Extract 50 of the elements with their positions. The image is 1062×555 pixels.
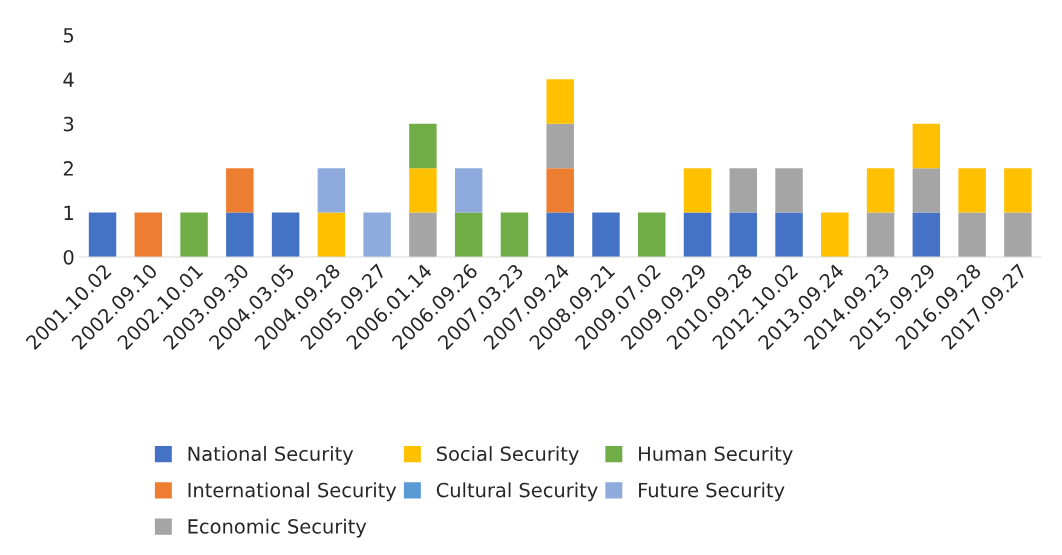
- bar: [958, 212, 986, 257]
- y-tick-label: 0: [63, 249, 74, 265]
- bar: [775, 212, 803, 257]
- bar: [409, 212, 437, 257]
- bar: [1004, 212, 1032, 257]
- y-tick-label: 4: [63, 72, 74, 87]
- bar: [546, 79, 574, 124]
- legend-label: International Security: [188, 482, 397, 502]
- bar: [546, 123, 574, 169]
- bar: [500, 212, 529, 257]
- bar: [409, 168, 437, 213]
- bar: [226, 212, 254, 257]
- bar: [729, 168, 757, 213]
- legend-label: National Security: [188, 446, 354, 465]
- bar: [729, 212, 757, 257]
- bar: [912, 123, 941, 169]
- y-tick-label: 3: [63, 116, 74, 132]
- y-tick-label: 5: [63, 28, 74, 43]
- bar: [226, 168, 254, 213]
- bar: [866, 212, 895, 257]
- bar: [775, 168, 803, 213]
- bar: [958, 168, 986, 213]
- bar: [317, 212, 346, 257]
- bar: [546, 212, 574, 257]
- bar: [409, 123, 437, 169]
- bar: [683, 168, 712, 213]
- bar: [1004, 168, 1032, 213]
- bar: [88, 212, 117, 257]
- bar: [454, 212, 483, 257]
- bar: [912, 212, 941, 257]
- bar: [912, 168, 941, 213]
- bar: [638, 212, 666, 257]
- bar: [592, 212, 620, 257]
- legend-label: Future Security: [639, 482, 785, 502]
- bar: [317, 168, 346, 213]
- bar: [454, 168, 483, 213]
- bar: [821, 212, 849, 257]
- bar: [866, 168, 895, 213]
- legend-label: Human Security: [639, 446, 793, 465]
- bar: [134, 212, 163, 257]
- legend-label: Economic Security: [188, 518, 367, 538]
- bar: [180, 212, 208, 257]
- bar: [271, 212, 300, 257]
- bar: [546, 168, 574, 213]
- y-tick-label: 1: [64, 205, 73, 220]
- legend-label: Cultural Security: [436, 482, 598, 502]
- bar: [363, 212, 391, 257]
- bar: [683, 212, 712, 257]
- legend-label: Social Security: [436, 446, 579, 465]
- y-tick-label: 2: [63, 161, 73, 176]
